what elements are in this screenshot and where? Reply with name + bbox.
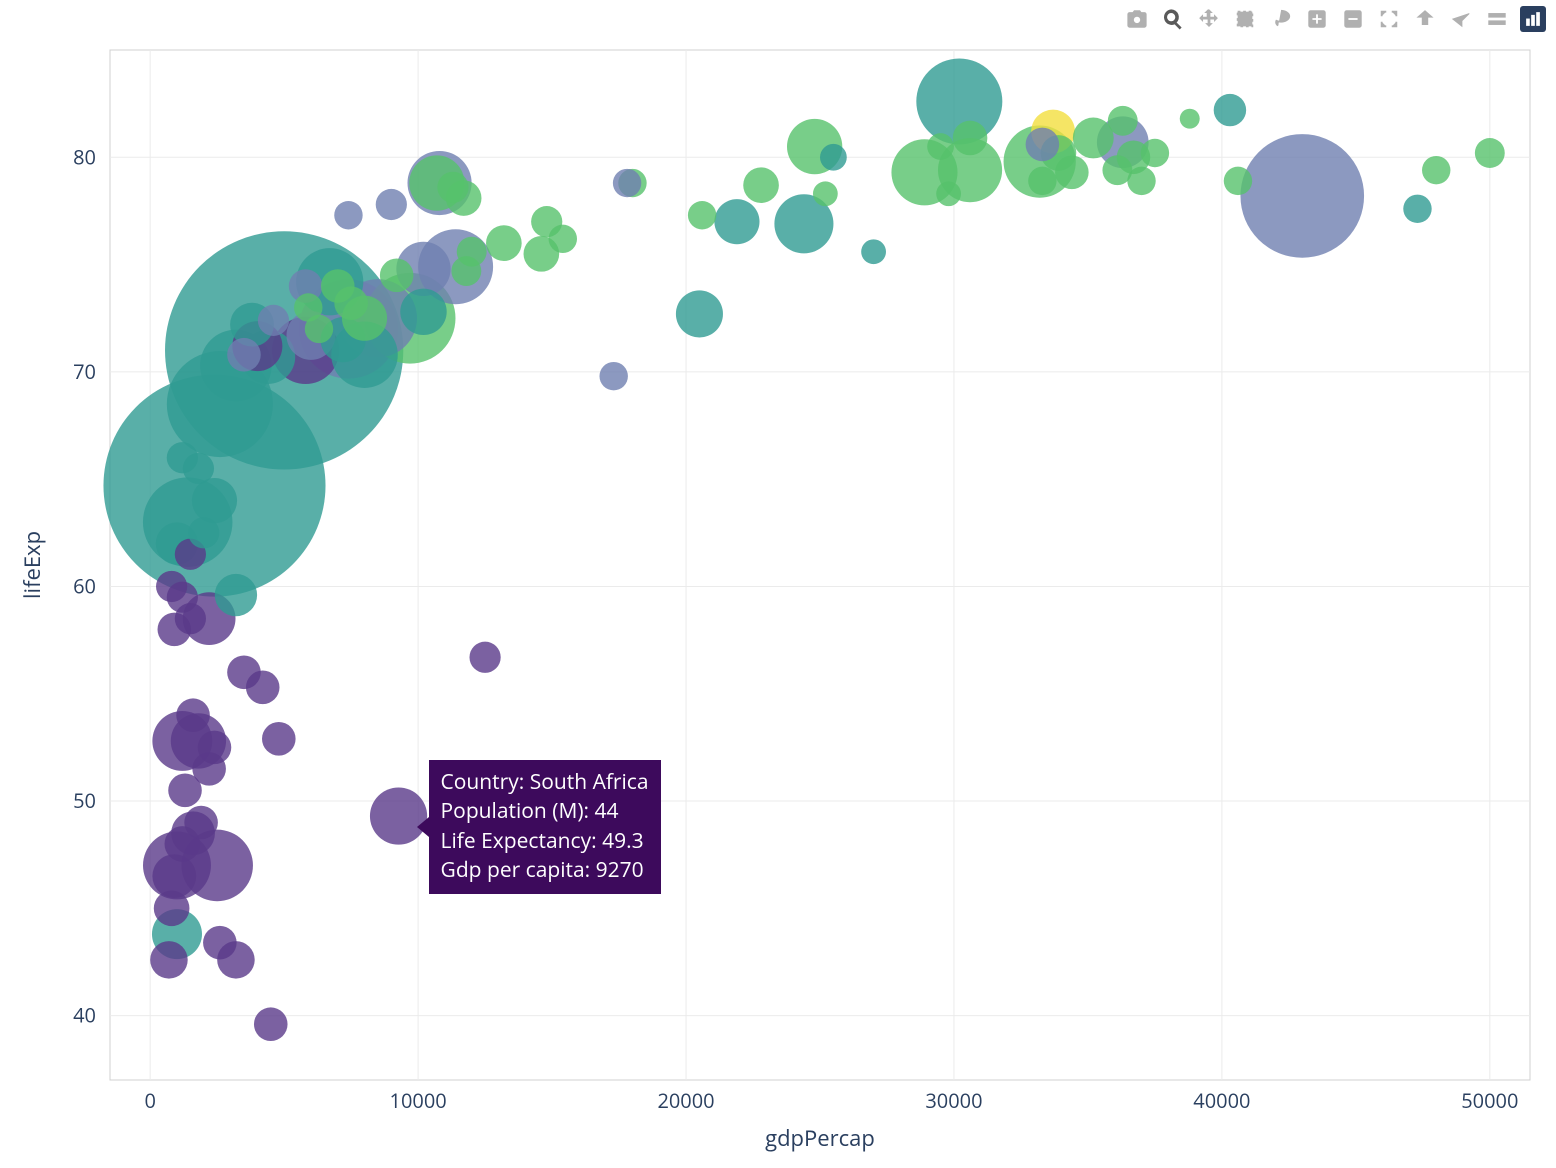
bubble[interactable]	[176, 698, 210, 732]
bubble[interactable]	[486, 225, 522, 261]
plot-svg[interactable]: 0 10000 20000 30000 40000 50000 40 50 60 70 80 gdpP…	[0, 0, 1556, 1168]
bubble[interactable]	[167, 442, 198, 473]
bubble[interactable]	[227, 338, 261, 372]
bubble[interactable]	[198, 731, 232, 765]
svg-text:40000: 40000	[1193, 1087, 1250, 1114]
bubble[interactable]	[936, 181, 961, 206]
bubble[interactable]	[861, 239, 886, 264]
bubble[interactable]	[1127, 167, 1155, 195]
bubble[interactable]	[184, 806, 218, 840]
svg-text:30000: 30000	[925, 1087, 982, 1114]
bubble[interactable]	[676, 290, 723, 337]
svg-text:40: 40	[73, 1002, 96, 1029]
bubble[interactable]	[1108, 106, 1138, 136]
bubble[interactable]	[1026, 128, 1060, 162]
bubble[interactable]	[154, 891, 190, 927]
bubble[interactable]	[1073, 118, 1114, 159]
bubble[interactable]	[953, 121, 988, 156]
bubble[interactable]	[714, 199, 759, 244]
bubble[interactable]	[262, 722, 296, 756]
bubble[interactable]	[1224, 167, 1252, 195]
bubble[interactable]	[370, 787, 427, 844]
svg-text:60: 60	[73, 572, 96, 599]
svg-text:20000: 20000	[657, 1087, 714, 1114]
bubble[interactable]	[1214, 94, 1246, 126]
bubble[interactable]	[227, 656, 261, 690]
bubble[interactable]	[150, 941, 188, 979]
bubble[interactable]	[1403, 195, 1431, 223]
bubble[interactable]	[1422, 156, 1450, 184]
bubble[interactable]	[820, 144, 847, 171]
svg-text:0: 0	[144, 1087, 155, 1114]
bubble[interactable]	[688, 201, 716, 229]
bubble[interactable]	[457, 237, 487, 267]
bubble[interactable]	[927, 133, 954, 160]
svg-text:80: 80	[73, 143, 96, 170]
bubble[interactable]	[549, 225, 577, 253]
gapminder-bubble-chart: 0 10000 20000 30000 40000 50000 40 50 60 70 80 gdpP…	[0, 0, 1556, 1168]
bubble[interactable]	[599, 362, 627, 390]
bubble[interactable]	[294, 293, 322, 321]
bubble[interactable]	[156, 571, 187, 602]
bubble[interactable]	[1028, 167, 1056, 195]
bubble[interactable]	[380, 259, 414, 293]
bubble[interactable]	[254, 1007, 288, 1041]
bubble[interactable]	[334, 201, 362, 229]
bubble[interactable]	[188, 517, 219, 548]
bubble[interactable]	[1475, 138, 1505, 168]
bubble[interactable]	[321, 269, 355, 303]
bubble[interactable]	[376, 189, 407, 220]
bubble[interactable]	[613, 169, 641, 197]
svg-text:lifeExp: lifeExp	[17, 531, 47, 599]
svg-text:10000: 10000	[390, 1087, 447, 1114]
bubble[interactable]	[813, 181, 838, 206]
bubble[interactable]	[203, 926, 237, 960]
bubble[interactable]	[192, 478, 237, 523]
svg-text:gdpPercap: gdpPercap	[765, 1123, 875, 1153]
bubble[interactable]	[258, 305, 289, 336]
bubble[interactable]	[215, 574, 257, 616]
bubble[interactable]	[1055, 156, 1089, 190]
bubble[interactable]	[743, 167, 779, 203]
bubble[interactable]	[1180, 109, 1200, 129]
svg-text:50000: 50000	[1461, 1087, 1518, 1114]
bubble[interactable]	[1240, 134, 1364, 258]
bubble[interactable]	[469, 642, 500, 673]
bubble[interactable]	[1141, 139, 1169, 167]
svg-text:70: 70	[73, 358, 96, 385]
bubble[interactable]	[437, 172, 468, 203]
bubble[interactable]	[400, 289, 446, 335]
svg-text:50: 50	[73, 787, 96, 814]
